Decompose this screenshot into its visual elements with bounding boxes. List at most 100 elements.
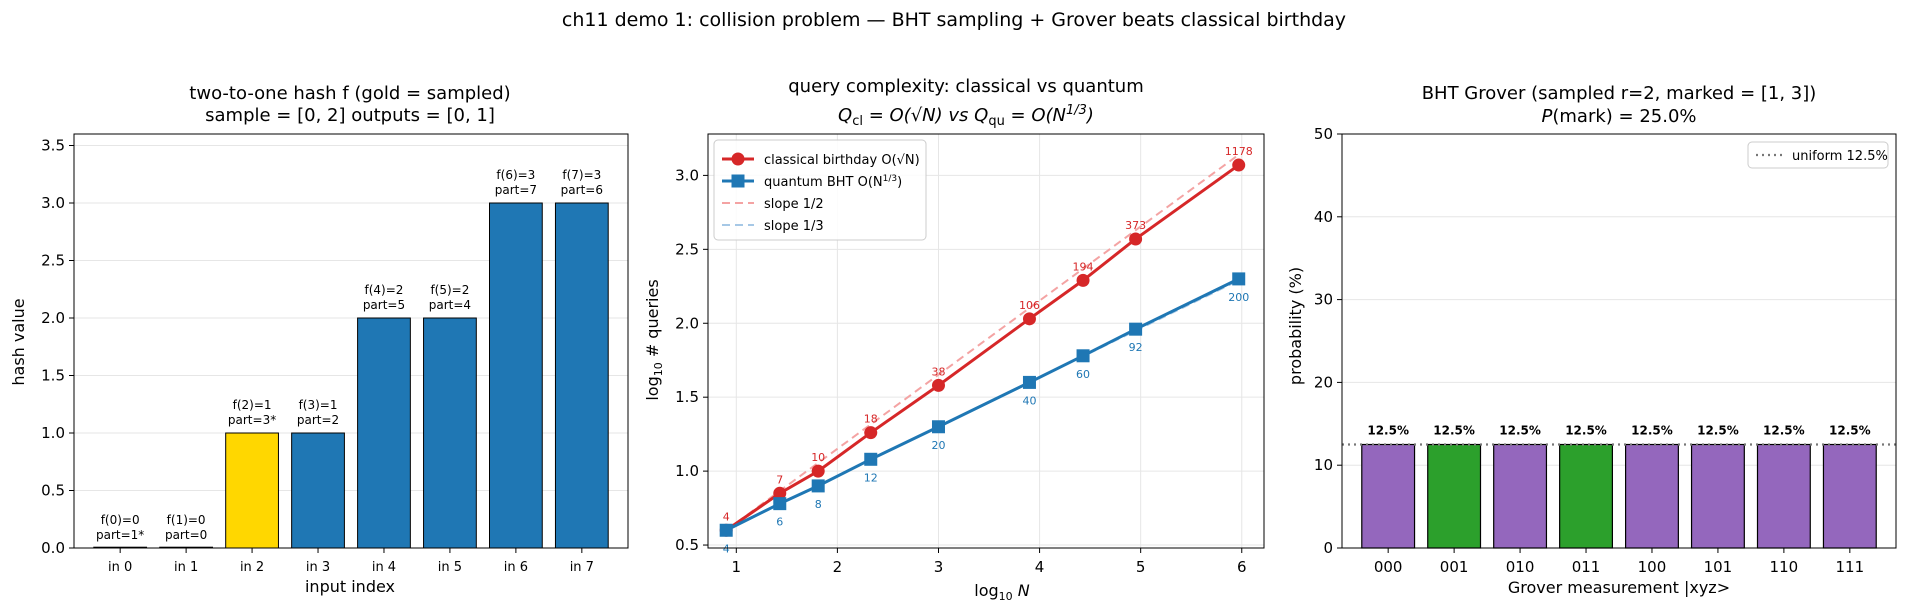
panel3-bar <box>1822 443 1877 549</box>
panel3-title-p: P <box>1542 106 1553 127</box>
panel2-ylabel-rest: # queries <box>643 279 662 362</box>
panel2-title-tail: = O(N <box>1005 105 1066 126</box>
panel1-bar-annotation-part: part=0 <box>165 528 207 542</box>
panel2-xtick-label: 2 <box>833 558 843 576</box>
panel2-point-label: 40 <box>1022 394 1036 407</box>
panel3-xtick-label: 010 <box>1506 558 1535 576</box>
panel1-bar-annotation-f: f(6)=3 <box>496 168 535 182</box>
panel2-point <box>1129 322 1143 336</box>
panel2-legend-label-part: 1/3 <box>883 174 897 184</box>
panel2-xtick-label: 4 <box>1035 558 1045 576</box>
panel2-title-close: ) <box>1085 105 1094 126</box>
panel-query-complexity: query complexity: classical vs quantum Q… <box>643 76 1265 603</box>
panel3-ytick-label: 40 <box>1314 208 1333 226</box>
panel2-point-label: 38 <box>931 365 945 378</box>
panel1-ytick-label: 3.0 <box>41 194 65 212</box>
panel2-xtick-label: 6 <box>1237 558 1247 576</box>
panel2-point-label: 200 <box>1228 291 1249 304</box>
panel1-xtick-label: in 5 <box>438 560 462 575</box>
panel1-ytick-label: 0.0 <box>41 539 65 557</box>
panel2-point <box>1022 375 1036 389</box>
panel2-ytick-label: 2.5 <box>675 240 699 258</box>
panel2-title-qu-sub: qu <box>988 114 1005 129</box>
panel2-legend-marker <box>731 152 745 166</box>
panel-grover-distribution: BHT Grover (sampled r=2, marked = [1, 3]… <box>1286 83 1897 597</box>
panel2-point <box>811 479 825 493</box>
panel3-bar <box>1559 443 1614 549</box>
panel2-legend-label-part: quantum BHT O(N <box>764 175 883 190</box>
panel1-ytick-label: 2.5 <box>41 252 65 270</box>
panel1-bar <box>291 432 345 549</box>
panel1-title-line1: two-to-one hash f (gold = sampled) <box>189 83 510 104</box>
panel2-xlabel-n: N <box>1013 581 1030 600</box>
panel3-title-line1: BHT Grover (sampled r=2, marked = [1, 3]… <box>1422 83 1817 104</box>
panel2-point <box>719 523 733 537</box>
panel3-bar <box>1756 443 1811 549</box>
panel1-bar-annotation-f: f(5)=2 <box>430 283 469 297</box>
panel2-xtick-label: 1 <box>732 558 742 576</box>
panel3-ylabel: probability (%) <box>1286 267 1305 385</box>
panel3-xtick-label: 100 <box>1638 558 1667 576</box>
panel2-title-cl-sub: cl <box>852 114 863 129</box>
panel1-bar-annotation-part: part=4 <box>429 298 471 312</box>
panel1-bar-annotation-part: part=1* <box>96 528 144 542</box>
panel1-bar-annotation-part: part=5 <box>363 298 405 312</box>
panel2-point <box>811 464 825 478</box>
panel2-ylabel-log: log <box>643 376 662 400</box>
panel2-title-exp: 1/3 <box>1066 103 1087 118</box>
panel2-title-line1: query complexity: classical vs quantum <box>788 76 1144 97</box>
panel1-bar-annotation-part: part=3* <box>228 413 276 427</box>
panel3-xtick-label: 001 <box>1440 558 1469 576</box>
panel3-title-rest: (mark) = 25.0% <box>1552 106 1696 127</box>
panel2-point-label: 106 <box>1019 299 1040 312</box>
panel2-legend-label-part: ) <box>897 175 902 190</box>
panel1-ytick-label: 1.0 <box>41 424 65 442</box>
panel3-xtick-label: 011 <box>1572 558 1601 576</box>
figure-suptitle: ch11 demo 1: collision problem — BHT sam… <box>562 9 1346 31</box>
panel2-ylabel: log10 # queries <box>643 279 665 400</box>
panel1-bar <box>554 202 609 549</box>
panel2-point <box>1076 349 1090 363</box>
panel2-point-label: 1178 <box>1225 145 1253 158</box>
panel1-ytick-label: 3.5 <box>41 137 65 155</box>
panel1-xtick-label: in 6 <box>504 560 528 575</box>
panel3-bar <box>1427 443 1482 549</box>
panel3-bar-value-label: 12.5% <box>1631 424 1673 438</box>
panel1-bar-annotation-part: part=7 <box>495 183 537 197</box>
panel3-xtick-label: 111 <box>1836 558 1865 576</box>
panel1-bar-annotation-f: f(4)=2 <box>365 283 404 297</box>
panel3-legend-label: uniform 12.5% <box>1792 149 1888 164</box>
panel2-ytick-label: 1.5 <box>675 388 699 406</box>
panel2-point <box>931 420 945 434</box>
panel1-bar-annotation-f: f(1)=0 <box>167 513 206 527</box>
panel2-point-label: 4 <box>723 542 730 555</box>
panel2-point <box>864 426 878 440</box>
panel2-ytick-label: 1.0 <box>675 462 699 480</box>
panel3-bar-value-label: 12.5% <box>1565 424 1607 438</box>
panel2-point-label: 194 <box>1073 260 1094 273</box>
panel3-title-line2: P(mark) = 25.0% <box>1542 106 1697 127</box>
panel2-xtick-label: 5 <box>1136 558 1146 576</box>
panel2-point-label: 7 <box>776 473 783 486</box>
panel3-xlabel: Grover measurement |xyz> <box>1508 578 1730 597</box>
panel1-ytick-label: 0.5 <box>41 482 65 500</box>
panel3-xtick-label: 110 <box>1770 558 1799 576</box>
panel1-bar <box>357 317 411 549</box>
panel2-xtick-label: 3 <box>934 558 944 576</box>
panel1-bar <box>489 202 543 549</box>
panel-hash-bars: two-to-one hash f (gold = sampled) sampl… <box>9 83 629 596</box>
panel3-bar-value-label: 12.5% <box>1433 424 1475 438</box>
panel1-bar <box>423 317 477 549</box>
panel3-axes-frame <box>1341 133 1897 549</box>
panel3-bar <box>1624 443 1679 549</box>
panel2-point <box>1232 272 1246 286</box>
panel3-bar-value-label: 12.5% <box>1697 424 1739 438</box>
panel2-point-label: 8 <box>815 498 822 511</box>
panel2-point-label: 20 <box>931 439 945 452</box>
panel2-point-label: 60 <box>1076 368 1090 381</box>
panel2-point-label: 373 <box>1125 219 1146 232</box>
panel1-xtick-label: in 3 <box>306 560 330 575</box>
panel2-point <box>1232 158 1246 172</box>
panel3-ytick-label: 10 <box>1314 456 1333 474</box>
